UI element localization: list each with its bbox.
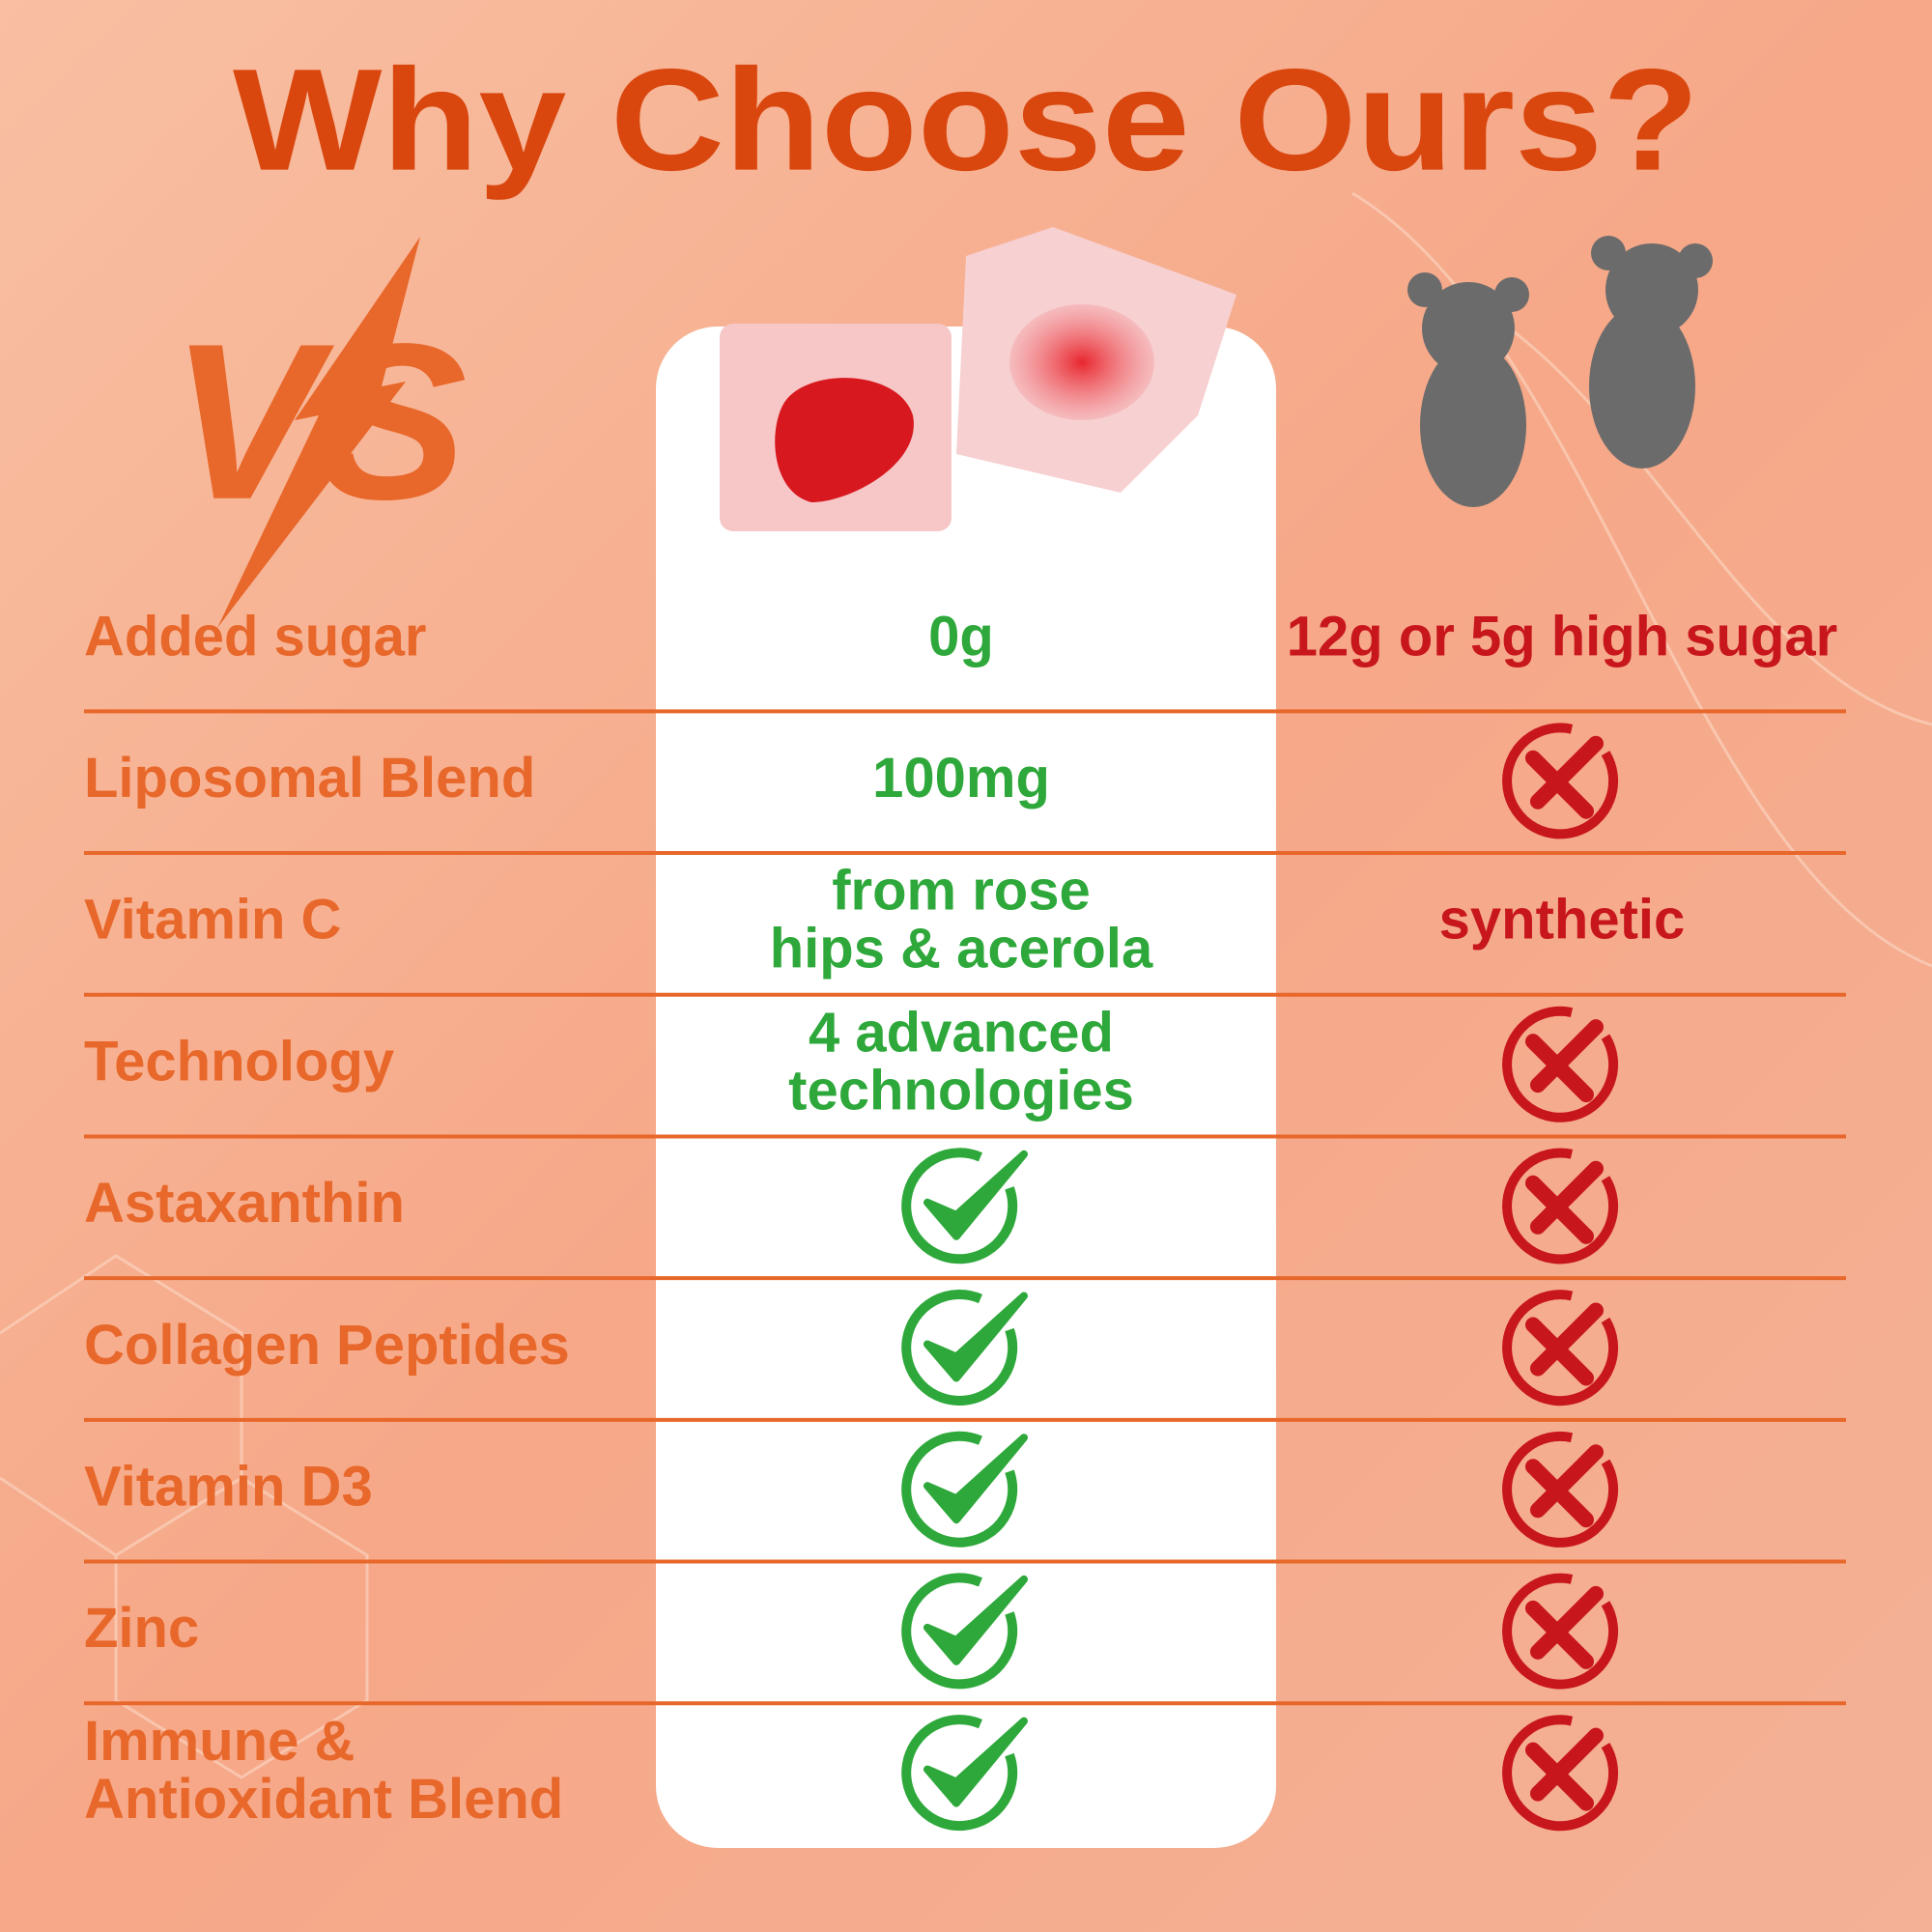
cross-circle [1502, 1715, 1619, 1832]
our-value: 4 advanced [809, 1001, 1114, 1064]
cross-icon [1502, 1573, 1619, 1690]
our-value: 0g [928, 605, 994, 668]
cross-circle [1502, 1006, 1619, 1122]
row-label: Liposomal Blend [84, 747, 535, 810]
check-circle [901, 1573, 1018, 1690]
check-mark [923, 1717, 1028, 1807]
check-mark [923, 1575, 1028, 1665]
cross-circle [1502, 1431, 1619, 1548]
check-icon [901, 1431, 1028, 1548]
check-circle [901, 1431, 1018, 1548]
their-value: synthetic [1439, 889, 1686, 952]
cross-circle [1502, 1148, 1619, 1264]
cross-icon [1502, 1148, 1619, 1264]
check-circle [901, 1715, 1018, 1832]
cross-mark [1525, 1160, 1604, 1244]
cross-circle [1502, 1573, 1619, 1690]
their-value: 12g or 5g high sugar [1287, 605, 1837, 668]
check-mark [923, 1434, 1028, 1524]
row-label: Astaxanthin [84, 1172, 405, 1235]
cross-circle [1502, 1290, 1619, 1406]
check-mark [923, 1150, 1028, 1240]
check-icon [901, 1290, 1028, 1406]
our-value: technologies [788, 1059, 1134, 1122]
cross-icon [1502, 1715, 1619, 1832]
comparison-table: Added sugar 0g 12g or 5g high sugar Liposom… [84, 605, 1846, 1832]
cross-icon [1502, 1431, 1619, 1548]
cross-mark [1525, 1727, 1604, 1811]
our-value: 100mg [872, 747, 1050, 810]
cross-mark [1525, 1585, 1604, 1669]
vs-graphic: VS [171, 237, 467, 628]
cross-icon [1502, 1006, 1619, 1122]
our-value: from rose [832, 860, 1091, 923]
title: Why Choose Ours? [233, 39, 1699, 201]
row-label: Vitamin D3 [84, 1456, 373, 1519]
cross-icon [1502, 723, 1619, 839]
cross-mark [1525, 1019, 1604, 1103]
check-circle [901, 1148, 1018, 1264]
check-icon [901, 1148, 1028, 1264]
cross-circle [1502, 723, 1619, 839]
row-label: Technology [84, 1030, 394, 1093]
cross-mark [1525, 1444, 1604, 1528]
check-icon [901, 1715, 1028, 1832]
row-label: Added sugar [84, 605, 427, 668]
row-label: Vitamin C [84, 889, 341, 952]
gummy-cubes [720, 227, 1236, 531]
row-label: Immune & [84, 1710, 355, 1773]
row-label: Zinc [84, 1597, 199, 1660]
cross-mark [1525, 1302, 1604, 1386]
cross-mark [1525, 735, 1604, 819]
hex-pattern [0, 191, 1932, 1779]
gummy-bears [1407, 236, 1713, 507]
row-label: Antioxidant Blend [84, 1768, 563, 1831]
our-value: hips & acerola [770, 918, 1153, 980]
row-label: Collagen Peptides [84, 1314, 570, 1377]
check-icon [901, 1573, 1028, 1690]
check-mark [923, 1292, 1028, 1382]
our-column-panel [656, 327, 1276, 1848]
lightning [217, 237, 420, 628]
check-circle [901, 1290, 1018, 1406]
cross-icon [1502, 1290, 1619, 1406]
